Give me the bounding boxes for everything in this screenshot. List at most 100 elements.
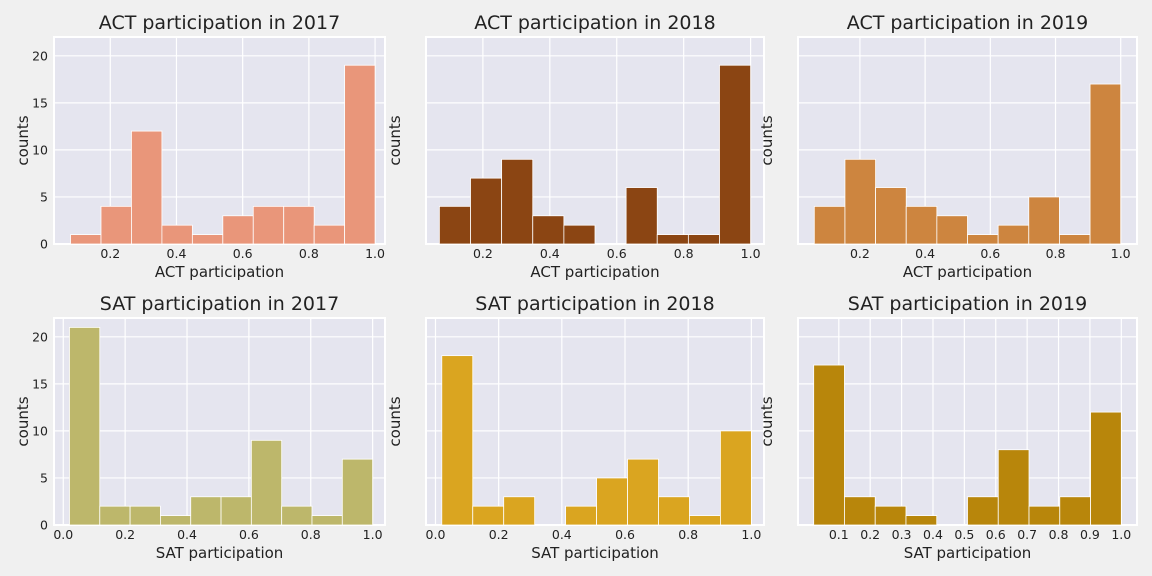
x-tick-label: 1.0 (1111, 527, 1131, 542)
x-axis-label: SAT participation (156, 544, 284, 562)
plot-background (426, 318, 764, 525)
histogram-bar (658, 496, 690, 526)
histogram-bar (191, 234, 224, 245)
x-tick-label: 0.6 (986, 527, 1006, 542)
histogram-bar (997, 224, 1030, 245)
x-tick-label: 0.4 (177, 527, 197, 542)
histogram-bar (936, 215, 968, 245)
histogram-bar (844, 496, 876, 526)
y-tick-label: 5 (40, 470, 48, 485)
histogram-bar (596, 477, 628, 526)
subplot-5: 0.0 0.2 0.4 0.6 0.8 1.0 SAT participation in 2… (386, 293, 765, 562)
x-tick-label: 0.4 (552, 527, 572, 542)
histogram-bar (1028, 196, 1060, 245)
histogram-bar (70, 234, 102, 245)
histogram-bar (1059, 234, 1091, 245)
histogram-bar (438, 205, 471, 245)
histogram-bar (687, 234, 720, 245)
chart-title: ACT participation in 2019 (847, 12, 1088, 34)
chart-title: SAT participation in 2017 (100, 293, 339, 315)
x-tick-label: 0.4 (167, 246, 187, 261)
x-tick-label: 0.7 (1017, 527, 1037, 542)
x-tick-label: 0.3 (892, 527, 912, 542)
y-axis-label: counts (758, 396, 776, 446)
x-tick-label: 0.8 (301, 527, 321, 542)
chart-title: SAT participation in 2019 (848, 293, 1087, 315)
x-tick-label: 0.5 (954, 527, 974, 542)
chart-title: ACT participation in 2017 (99, 12, 340, 34)
y-tick-label: 20 (32, 48, 48, 63)
histogram-bar (222, 215, 254, 245)
histogram-bar (313, 224, 346, 245)
histogram-bar (252, 205, 285, 245)
x-tick-label: 0.2 (489, 527, 509, 542)
histogram-bar (470, 177, 503, 245)
x-tick-label: 0.6 (239, 527, 259, 542)
histogram-bar (689, 515, 721, 526)
x-axis-label: SAT participation (904, 544, 1032, 562)
histogram-bar (532, 215, 565, 245)
y-axis-label: counts (386, 396, 404, 446)
histogram-bar (441, 355, 474, 526)
x-tick-label: 0.0 (426, 527, 446, 542)
y-tick-label: 10 (32, 423, 48, 438)
plot-background (54, 318, 385, 525)
histogram-bar (311, 515, 343, 526)
x-tick-label: 0.2 (473, 246, 493, 261)
x-tick-label: 0.1 (829, 527, 849, 542)
histogram-bar (501, 158, 534, 245)
x-axis-label: ACT participation (155, 263, 284, 281)
subplot-6: 0.1 0.2 0.3 0.4 0.5 0.6 0.7 0.8 0.9 1.0 SAT partic… (758, 293, 1138, 562)
x-tick-label: 0.6 (607, 246, 627, 261)
histogram-bar (1089, 83, 1122, 245)
x-tick-label: 0.4 (915, 246, 935, 261)
histogram-bar (472, 505, 505, 526)
histogram-bar (100, 205, 132, 245)
x-tick-label: 0.8 (1049, 527, 1069, 542)
x-tick-label: 0.8 (674, 246, 694, 261)
x-tick-label: 1.0 (741, 527, 761, 542)
x-tick-label: 0.6 (233, 246, 253, 261)
histogram-bar (875, 187, 907, 245)
x-tick-label: 0.8 (299, 246, 319, 261)
x-tick-label: 0.8 (1046, 246, 1066, 261)
y-tick-label: 15 (32, 376, 48, 391)
histogram-bar (874, 505, 907, 526)
y-axis-label: counts (386, 115, 404, 165)
x-tick-label: 0.9 (1080, 527, 1100, 542)
histogram-bar (190, 496, 222, 526)
histogram-bar (503, 496, 536, 526)
histogram-bar (813, 364, 845, 526)
histogram-bar (656, 234, 689, 245)
histogram-bar (341, 458, 374, 526)
x-tick-label: 0.6 (980, 246, 1000, 261)
y-tick-label: 10 (32, 142, 48, 157)
y-axis-label: counts (14, 396, 32, 446)
histogram-bar (1059, 496, 1091, 526)
histogram-bar (220, 496, 252, 526)
subplot-4: 0.0 0.2 0.4 0.6 0.8 1.0 0 5 10 15 20 SAT participat… (14, 293, 386, 562)
histogram-bar (719, 64, 752, 245)
histogram-bar (129, 505, 161, 526)
histogram-bar (967, 496, 999, 526)
y-axis-label: counts (14, 115, 32, 165)
y-tick-label: 0 (40, 237, 48, 252)
histogram-bar (844, 158, 876, 245)
chart-title: SAT participation in 2018 (475, 293, 714, 315)
histogram-bar (69, 327, 101, 526)
x-tick-label: 1.0 (1111, 246, 1131, 261)
histogram-bar (344, 64, 376, 245)
x-axis-label: ACT participation (530, 263, 659, 281)
x-tick-label: 1.0 (365, 246, 385, 261)
y-axis-label: counts (758, 115, 776, 165)
x-tick-label: 0.2 (115, 527, 135, 542)
chart-title: ACT participation in 2018 (474, 12, 715, 34)
histogram-bar (813, 205, 846, 245)
x-tick-label: 0.2 (850, 246, 870, 261)
x-tick-label: 0.6 (615, 527, 635, 542)
histogram-bar (283, 205, 315, 245)
subplot-3: 0.2 0.4 0.6 0.8 1.0 ACT participation in 2019… (758, 12, 1138, 281)
histogram-bar (1028, 505, 1061, 526)
y-tick-label: 0 (40, 518, 48, 533)
